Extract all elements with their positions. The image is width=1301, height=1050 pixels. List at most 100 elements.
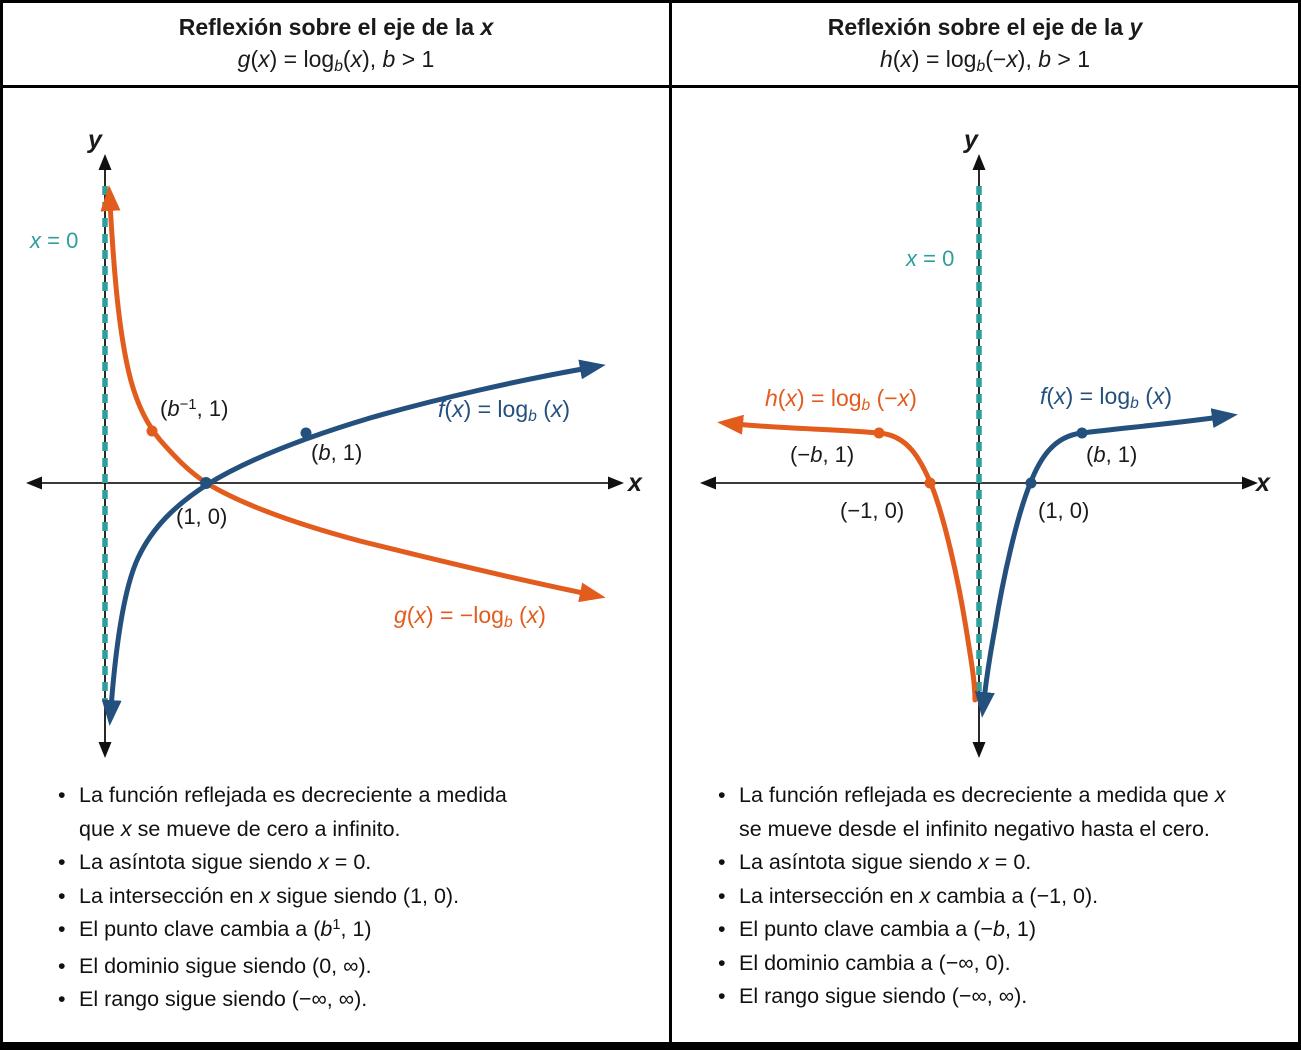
bullet-line: El rango sigue siendo (−∞, ∞). bbox=[739, 980, 1296, 1014]
text-segment: x bbox=[258, 46, 270, 72]
text-segment: El dominio sigue siendo (0, ∞). bbox=[79, 953, 372, 978]
text-segment: x bbox=[1256, 469, 1270, 497]
text-segment: ( bbox=[160, 396, 168, 421]
bullet-item: El dominio sigue siendo (0, ∞). bbox=[58, 950, 650, 984]
text-segment: ) bbox=[1164, 383, 1173, 409]
bullet-line: El rango sigue siendo (−∞, ∞). bbox=[79, 983, 650, 1017]
text-segment: b bbox=[503, 614, 513, 632]
header-rule bbox=[0, 85, 1301, 88]
border-right bbox=[1298, 0, 1301, 1050]
text-segment: El punto clave cambia a ( bbox=[79, 917, 321, 941]
x-axis-label: x bbox=[628, 469, 642, 498]
text-segment: La asíntota sigue siendo bbox=[79, 850, 319, 874]
text-segment: f bbox=[438, 396, 445, 422]
text-segment: ) bbox=[909, 385, 917, 411]
border-left bbox=[0, 0, 3, 1050]
text-segment: , 1) bbox=[330, 440, 363, 465]
right-bullet-list: La función reflejada es decreciente a me… bbox=[718, 779, 1296, 1014]
text-segment: x bbox=[785, 385, 797, 411]
y-axis-label: y bbox=[964, 126, 978, 155]
text-segment: x bbox=[452, 396, 464, 422]
text-segment: = 0 bbox=[41, 228, 79, 253]
text-segment: x bbox=[628, 469, 642, 497]
text-segment: = 0. bbox=[328, 850, 372, 874]
text-segment: (1, 0) bbox=[176, 504, 228, 529]
left-formula: g(x) = logb(x), b > 1 bbox=[3, 43, 669, 79]
bullet-item: El rango sigue siendo (−∞, ∞). bbox=[58, 983, 650, 1017]
bullet-line: El punto clave cambia a (b1, 1) bbox=[79, 913, 650, 950]
text-segment: b bbox=[167, 396, 180, 421]
text-segment: b bbox=[1038, 46, 1052, 72]
bullet-item: El dominio cambia a (−∞, 0). bbox=[718, 947, 1296, 981]
text-segment: La función reflejada es decreciente a me… bbox=[739, 783, 1215, 807]
text-segment: x bbox=[480, 14, 494, 40]
text-segment: y bbox=[964, 126, 978, 154]
text-segment: b bbox=[320, 917, 333, 941]
f-curve-label: f(x) = logb (x) bbox=[438, 396, 570, 425]
text-segment: , 1) bbox=[340, 917, 372, 941]
asymptote-label: x = 0 bbox=[906, 246, 954, 272]
point-b-inverse-1 bbox=[146, 425, 158, 437]
point-label-neg-1-0: (−1, 0) bbox=[840, 498, 904, 524]
text-segment: El punto clave cambia a (− bbox=[739, 917, 993, 941]
bullet-item: El punto clave cambia a (−b, 1) bbox=[718, 913, 1296, 947]
left-graph-canvas bbox=[26, 154, 624, 758]
bullet-item: El rango sigue siendo (−∞, ∞). bbox=[718, 980, 1296, 1014]
point-label-b-inverse-1: (b−1, 1) bbox=[160, 396, 228, 422]
text-segment: y bbox=[88, 126, 102, 154]
left-title: Reflexión sobre el eje de la x bbox=[3, 11, 669, 43]
bullet-line: que x se mueve de cero a infinito. bbox=[79, 813, 650, 847]
text-segment: (1, 0) bbox=[1038, 498, 1090, 523]
text-segment: ( bbox=[342, 46, 351, 72]
text-segment: ) = log bbox=[911, 46, 977, 72]
text-segment: Reflexión sobre el eje de la bbox=[178, 14, 481, 40]
text-segment: x bbox=[900, 46, 912, 72]
h-curve bbox=[717, 414, 978, 703]
text-segment: se mueve desde el infinito negativo hast… bbox=[739, 816, 1210, 841]
text-segment: x bbox=[919, 883, 931, 908]
text-segment: b bbox=[1130, 395, 1139, 413]
text-segment: ) = log bbox=[269, 46, 335, 72]
bullet-line: El dominio sigue siendo (0, ∞). bbox=[79, 950, 650, 984]
text-segment: x bbox=[1006, 46, 1018, 72]
text-segment: que bbox=[79, 816, 121, 841]
text-segment: b bbox=[810, 442, 823, 467]
left-header: Reflexión sobre el eje de la x g(x) = lo… bbox=[3, 11, 669, 79]
text-segment: f bbox=[1040, 383, 1047, 409]
text-segment: La intersección en bbox=[79, 883, 260, 908]
bullet-line: La asíntota sigue siendo x = 0. bbox=[739, 846, 1296, 880]
point-label-1-0: (1, 0) bbox=[1038, 498, 1089, 524]
text-segment: (− bbox=[985, 46, 1007, 72]
bullet-item: La asíntota sigue siendo x = 0. bbox=[58, 846, 650, 880]
text-segment: b bbox=[334, 58, 343, 76]
text-segment: ) = log bbox=[796, 385, 862, 411]
text-segment: El rango sigue siendo (−∞, ∞). bbox=[79, 987, 368, 1011]
text-segment: ( bbox=[1046, 383, 1055, 409]
point-label-b-1: (b, 1) bbox=[1086, 442, 1137, 468]
text-segment: h bbox=[765, 385, 778, 411]
text-segment: x bbox=[897, 385, 910, 411]
text-segment: cambia a (−1, 0). bbox=[930, 883, 1099, 908]
text-segment: ( bbox=[1138, 383, 1153, 409]
point-label-1-0: (1, 0) bbox=[176, 504, 227, 530]
bullet-line: se mueve desde el infinito negativo hast… bbox=[739, 813, 1296, 847]
text-segment: ( bbox=[512, 602, 527, 628]
text-segment: b bbox=[382, 46, 396, 72]
text-segment: ( bbox=[536, 396, 551, 422]
point-neg-1-0 bbox=[924, 477, 936, 489]
left-graph: y x x = 0 f(x) = logb (x) g(x) = −logb (… bbox=[0, 88, 669, 772]
text-segment: ), bbox=[1017, 46, 1039, 72]
text-segment: b bbox=[318, 440, 331, 465]
g-curve-label: g(x) = −logb (x) bbox=[394, 602, 546, 632]
point-label-b-1: (b, 1) bbox=[311, 440, 362, 466]
bullet-line: El punto clave cambia a (−b, 1) bbox=[739, 913, 1296, 947]
text-segment: g bbox=[394, 602, 407, 628]
right-header: Reflexión sobre el eje de la y h(x) = lo… bbox=[672, 11, 1298, 79]
text-segment: ( bbox=[406, 602, 415, 628]
text-segment: g bbox=[237, 46, 251, 72]
right-formula: h(x) = logb(−x), b > 1 bbox=[672, 43, 1298, 79]
text-segment: , 1) bbox=[196, 396, 229, 421]
text-segment: La asíntota sigue siendo bbox=[739, 850, 979, 874]
bullet-line: La función reflejada es decreciente a me… bbox=[739, 779, 1296, 813]
point-label-neg-b-1: (−b, 1) bbox=[790, 442, 854, 468]
